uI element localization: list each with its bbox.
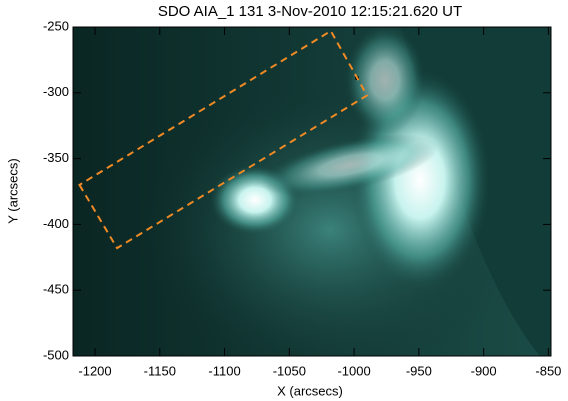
y-tick-label: -300 xyxy=(43,84,69,99)
chart: SDO AIA_1 131 3-Nov-2010 12:15:21.620 UT… xyxy=(0,0,568,401)
x-tick-label: -1100 xyxy=(208,363,240,378)
chart-title: SDO AIA_1 131 3-Nov-2010 12:15:21.620 UT xyxy=(158,3,462,20)
x-axis-label: X (arcsecs) xyxy=(277,383,343,398)
y-axis-label: Y (arcsecs) xyxy=(5,158,20,224)
x-tick-label: -900 xyxy=(471,363,497,378)
x-tick-label: -950 xyxy=(406,363,432,378)
y-tick-label: -250 xyxy=(43,18,69,33)
solar-image xyxy=(73,25,551,380)
x-tick-label: -1150 xyxy=(144,363,176,378)
y-tick-label: -400 xyxy=(43,216,69,231)
x-tick-label: -1000 xyxy=(337,363,370,378)
x-tick-label: -1050 xyxy=(273,363,306,378)
x-tick-label: -1200 xyxy=(78,363,111,378)
y-tick-label: -500 xyxy=(43,347,69,362)
x-tick-label: -850 xyxy=(535,363,561,378)
y-tick-label: -450 xyxy=(43,282,69,297)
y-tick-label: -350 xyxy=(43,150,69,165)
